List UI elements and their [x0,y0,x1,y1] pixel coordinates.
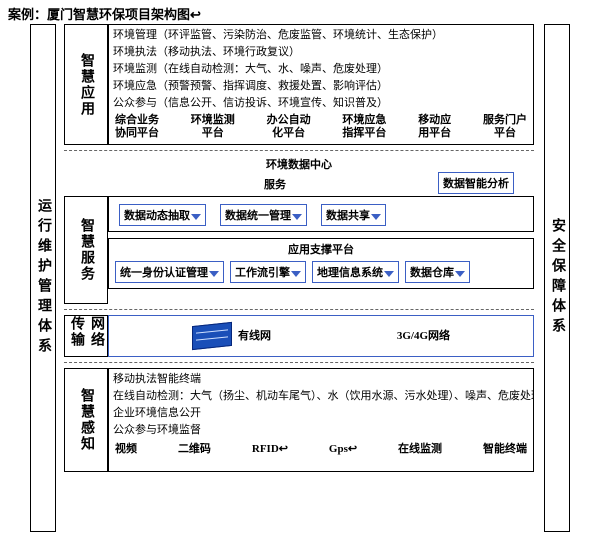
chip-auth: 统一身份认证管理 [115,261,224,283]
layers-column: 智慧应用 环境管理（环评监管、污染防治、危废监管、环境统计、生态保护） 环境执法… [64,24,534,532]
l4-sub: 视频 [115,443,137,456]
l4-line: 移动执法智能终端 [109,371,533,388]
layer4-body: 移动执法智能终端 在线自动检测：大气（扬尘、机动车尾气）、水（饮用水源、污水处理… [108,368,534,472]
chevron-down-icon [371,214,381,220]
chip-extract: 数据动态抽取 [119,204,206,226]
router-icon [192,322,232,350]
diagram-frame: 运行维护管理体系 安全保障体系 智慧应用 环境管理（环评监管、污染防治、危废监管… [30,24,570,538]
layer1-label: 智慧应用 [64,24,108,145]
l4-sub: Gps↩ [329,443,357,456]
layer2-top-box: 数据动态抽取 数据统一管理 数据共享 [108,196,534,232]
support-chips: 统一身份认证管理 工作流引擎 地理信息系统 数据仓库 [109,259,533,288]
l1-sub: 环境监测平台 [191,114,235,140]
layer4-label: 智慧感知 [64,368,108,472]
divider [64,150,534,151]
divider [64,362,534,363]
diagram-caption: 案例：厦门智慧环保项目架构图↩ [8,4,201,23]
data-center-service: 服务 [264,176,286,192]
layer3-body: 有线网 3G/4G网络 [108,315,534,357]
chip-workflow: 工作流引擎 [230,261,306,283]
chip-dw: 数据仓库 [405,261,470,283]
left-pillar-label: 运行维护管理体系 [33,198,53,358]
data-center-row: 环境数据中心 服务 数据智能分析 [64,156,534,196]
l4-line: 在线自动检测：大气（扬尘、机动车尾气）、水（饮用水源、污水处理）、噪声、危废处理 [109,388,533,405]
data-center-title: 环境数据中心 [64,156,534,172]
l1-sub: 环境应急指挥平台 [342,114,386,140]
layer-smart-application: 智慧应用 环境管理（环评监管、污染防治、危废监管、环境统计、生态保护） 环境执法… [64,24,534,145]
layer-smart-sense: 智慧感知 移动执法智能终端 在线自动检测：大气（扬尘、机动车尾气）、水（饮用水源… [64,368,534,472]
l1-line: 环境执法（移动执法、环境行政复议） [109,44,533,61]
l1-line: 公众参与（信息公开、信访投诉、环境宣传、知识普及） [109,95,533,112]
left-pillar: 运行维护管理体系 [30,24,56,532]
layer2-body: 数据动态抽取 数据统一管理 数据共享 应用支撑平台 统一身份认证管理 工作流引擎… [108,196,534,304]
l4-sub: RFID↩ [252,443,288,456]
layer-network: 网络传输 有线网 3G/4G网络 [64,315,534,357]
l1-line: 环境监测（在线自动检测：大气、水、噪声、危废处理） [109,61,533,78]
l1-line: 环境管理（环评监管、污染防治、危废监管、环境统计、生态保护） [109,27,533,44]
chip-manage: 数据统一管理 [220,204,307,226]
chevron-down-icon [455,271,465,277]
l4-line: 企业环境信息公开 [109,405,533,422]
right-pillar-label: 安全保障体系 [547,218,567,338]
layer2-label: 智慧服务 [64,196,108,304]
l4-line: 公众参与环境监督 [109,422,533,439]
l1-sub: 综合业务协同平台 [115,114,159,140]
right-pillar: 安全保障体系 [544,24,570,532]
chip-gis: 地理信息系统 [312,261,399,283]
wired-network: 有线网 [192,324,271,348]
wireless-label: 3G/4G网络 [397,329,450,343]
layer2-support-box: 应用支撑平台 统一身份认证管理 工作流引擎 地理信息系统 数据仓库 [108,238,534,289]
l1-sub: 办公自动化平台 [267,114,311,140]
l1-line: 环境应急（预警预警、指挥调度、救援处置、影响评估） [109,78,533,95]
wired-label: 有线网 [238,329,271,343]
l4-sub: 二维码 [178,443,211,456]
support-title: 应用支撑平台 [109,239,533,259]
layer3-label: 网络传输 [64,315,108,357]
layer1-body: 环境管理（环评监管、污染防治、危废监管、环境统计、生态保护） 环境执法（移动执法… [108,24,534,145]
l1-subplatforms: 综合业务协同平台 环境监测平台 办公自动化平台 环境应急指挥平台 移动应用平台 … [109,112,533,144]
chip-share: 数据共享 [321,204,386,226]
l1-sub: 服务门户平台 [483,114,527,140]
chevron-down-icon [191,214,201,220]
divider [64,309,534,310]
chevron-down-icon [292,214,302,220]
layer2-data-chips: 数据动态抽取 数据统一管理 数据共享 [109,197,533,229]
l4-sub: 智能终端 [483,443,527,456]
layer-smart-service: 智慧服务 数据动态抽取 数据统一管理 数据共享 应用支撑平台 统一身份认证管理 … [64,196,534,304]
chevron-down-icon [209,271,219,277]
chevron-down-icon [291,271,301,277]
chevron-down-icon [384,271,394,277]
l1-sub: 移动应用平台 [418,114,451,140]
l4-sub: 在线监测 [398,443,442,456]
l4-subrow: 视频 二维码 RFID↩ Gps↩ 在线监测 智能终端 [109,439,533,460]
data-smart-analysis: 数据智能分析 [438,172,514,194]
